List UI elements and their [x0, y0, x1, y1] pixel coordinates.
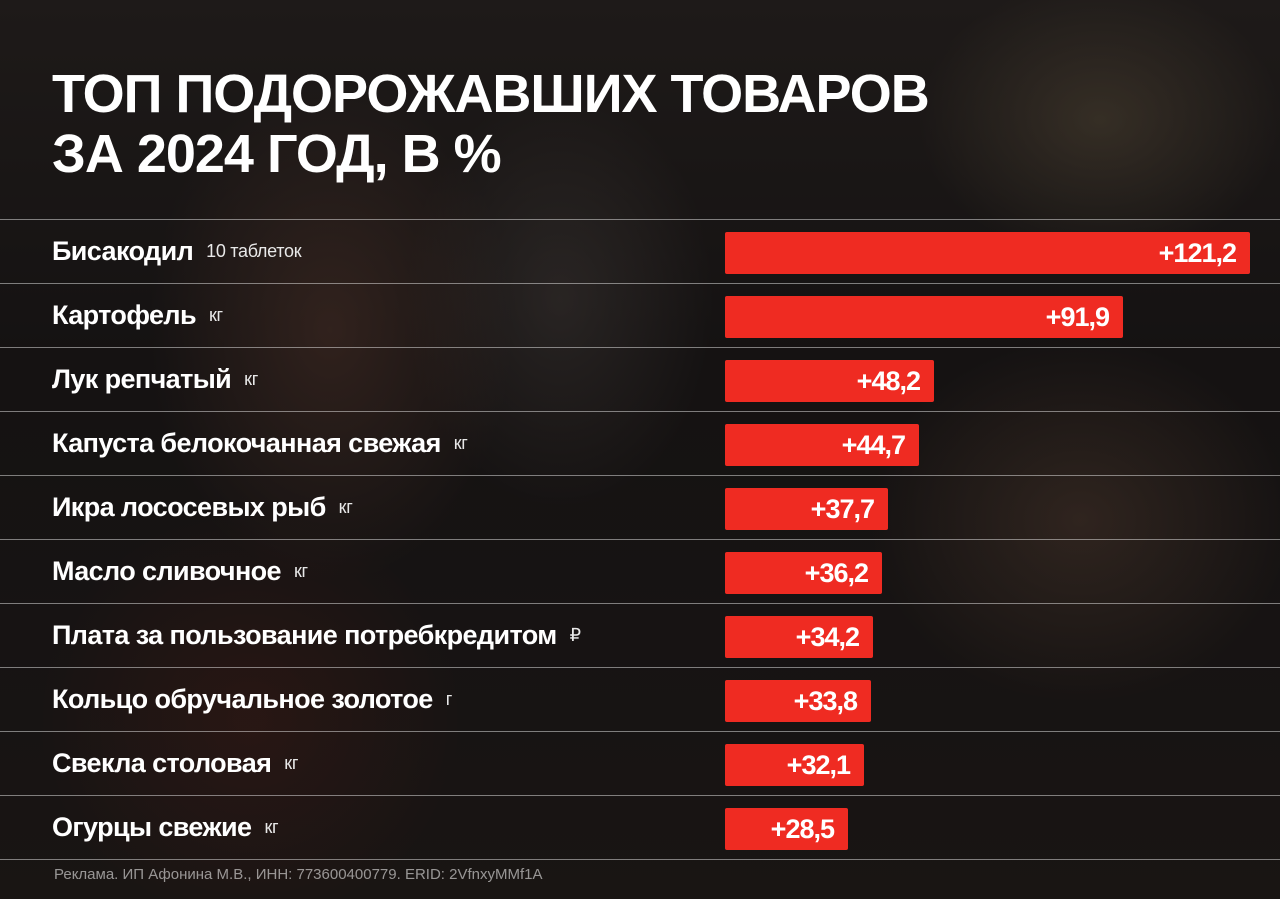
category-name: Икра лососевых рыб [52, 492, 326, 522]
chart-title-line-2: ЗА 2024 ГОД, В % [52, 124, 502, 184]
bar: +32,1 [725, 744, 864, 786]
chart-row: Икра лососевых рыб кг +37,7 [0, 475, 1280, 539]
bar: +34,2 [725, 616, 873, 658]
category-name: Свекла столовая [52, 748, 272, 778]
row-label: Капуста белокочанная свежая кг [52, 412, 468, 475]
bar: +28,5 [725, 808, 848, 850]
category-unit: кг [338, 497, 353, 517]
chart-row: Капуста белокочанная свежая кг +44,7 [0, 411, 1280, 475]
chart-row: Бисакодил 10 таблеток +121,2 [0, 219, 1280, 283]
row-label: Огурцы свежие кг [52, 796, 279, 859]
bar: +91,9 [725, 296, 1123, 338]
bar-value-label: +121,2 [1158, 237, 1237, 268]
bar-value-label: +48,2 [856, 365, 921, 396]
row-label: Свекла столовая кг [52, 732, 298, 795]
bar: +48,2 [725, 360, 934, 402]
row-label: Масло сливочное кг [52, 540, 308, 603]
chart-row: Плата за пользование потребкредитом ₽ +34,… [0, 603, 1280, 667]
bar-value-label: +34,2 [795, 621, 860, 652]
chart-title: ТОП ПОДОРОЖАВШИХ ТОВАРОВ ЗА 2024 ГОД, В … [52, 64, 1052, 184]
chart-row: Кольцо обручальное золотое г +33,8 [0, 667, 1280, 731]
bar-value-label: +44,7 [841, 429, 906, 460]
category-name: Картофель [52, 300, 197, 330]
chart-row: Лук репчатый кг +48,2 [0, 347, 1280, 411]
bar-value-label: +28,5 [770, 813, 835, 844]
chart-row: Свекла столовая кг +32,1 [0, 731, 1280, 795]
bar-chart: Бисакодил 10 таблеток +121,2 Картофель кг +91… [0, 219, 1280, 860]
bar-value-label: +91,9 [1045, 301, 1110, 332]
chart-row: Огурцы свежие кг +28,5 [0, 795, 1280, 860]
category-name: Капуста белокочанная свежая [52, 428, 441, 458]
category-unit: ₽ [569, 625, 581, 645]
row-label: Кольцо обручальное золотое г [52, 668, 452, 731]
bar: +33,8 [725, 680, 871, 722]
category-name: Плата за пользование потребкредитом [52, 620, 557, 650]
bar-value-label: +36,2 [804, 557, 869, 588]
bar: +44,7 [725, 424, 919, 466]
row-label: Икра лососевых рыб кг [52, 476, 353, 539]
row-label: Лук репчатый кг [52, 348, 258, 411]
category-unit: кг [293, 561, 308, 581]
chart-title-line-1: ТОП ПОДОРОЖАВШИХ ТОВАРОВ [52, 64, 930, 124]
bar-value-label: +33,8 [793, 685, 858, 716]
ad-disclaimer: Реклама. ИП Афонина М.В., ИНН: 773600400… [54, 866, 543, 883]
bar: +37,7 [725, 488, 888, 530]
row-label: Бисакодил 10 таблеток [52, 220, 302, 283]
category-name: Кольцо обручальное золотое [52, 684, 433, 714]
category-name: Бисакодил [52, 236, 194, 266]
category-unit: кг [208, 305, 223, 325]
row-label: Плата за пользование потребкредитом ₽ [52, 604, 581, 667]
category-unit: кг [284, 753, 299, 773]
category-unit: г [445, 689, 453, 709]
category-name: Огурцы свежие [52, 812, 252, 842]
category-unit: кг [244, 369, 259, 389]
chart-row: Масло сливочное кг +36,2 [0, 539, 1280, 603]
bar-value-label: +37,7 [810, 493, 875, 524]
chart-row: Картофель кг +91,9 [0, 283, 1280, 347]
bar-value-label: +32,1 [786, 749, 851, 780]
bar: +36,2 [725, 552, 882, 594]
category-name: Лук репчатый [52, 364, 232, 394]
category-unit: кг [453, 433, 468, 453]
category-name: Масло сливочное [52, 556, 282, 586]
bar: +121,2 [725, 232, 1250, 274]
category-unit: 10 таблеток [206, 241, 302, 261]
category-unit: кг [264, 817, 279, 837]
row-label: Картофель кг [52, 284, 223, 347]
